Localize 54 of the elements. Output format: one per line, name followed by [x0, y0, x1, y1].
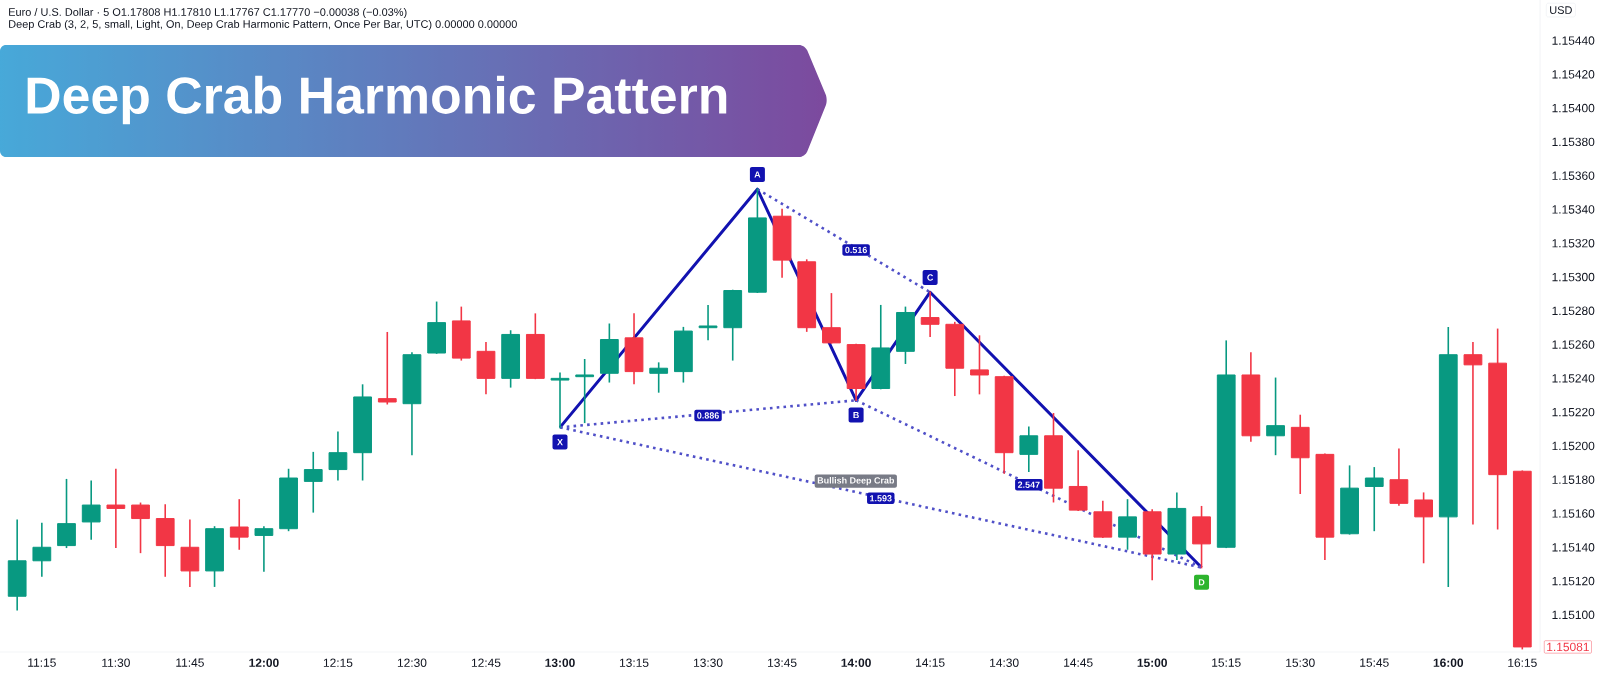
- y-tick-label: 1.15360: [1552, 171, 1595, 180]
- y-tick-label: 1.15320: [1552, 239, 1595, 248]
- x-tick-label: 14:30: [990, 658, 1019, 667]
- annotation: 0.516: [845, 246, 867, 254]
- x-tick-label: 15:45: [1360, 658, 1389, 667]
- x-tick-label: 14:45: [1064, 658, 1093, 667]
- text: Deep Crab Harmonic Pattern: [27, 75, 727, 125]
- annotation: D: [1198, 579, 1205, 586]
- y-tick-label: 1.15100: [1552, 610, 1595, 620]
- x-tick-label: 13:30: [694, 658, 723, 667]
- x-tick-label: 16:15: [1508, 658, 1537, 667]
- y-tick-label: 1.15380: [1552, 137, 1595, 147]
- y-tick-label: 1.15400: [1552, 103, 1595, 113]
- y-tick-label: 1.15140: [1552, 543, 1595, 552]
- annotation: 1.593: [870, 495, 892, 502]
- annotation: C: [927, 274, 934, 281]
- y-tick-label: 1.15120: [1552, 576, 1595, 586]
- annotation: X: [557, 438, 563, 446]
- y-axis-title: USD: [1550, 6, 1572, 14]
- y-tick-label: 1.15300: [1552, 272, 1595, 282]
- y-tick-label: 1.15420: [1552, 70, 1595, 79]
- annotation: 0.886: [697, 412, 719, 419]
- annotation: A: [754, 171, 761, 178]
- y-tick-label: 1.15160: [1552, 509, 1595, 518]
- x-tick-label: 11:45: [176, 658, 204, 667]
- x-tick-label: 15:00: [1137, 658, 1167, 667]
- x-tick-label: 13:00: [545, 658, 575, 668]
- x-tick-label: 13:45: [768, 658, 797, 667]
- annotation: Deep Crab (3, 2, 5, small, Light, On, Deep Crab Harmonic Pattern, Once Per Bar, UTC) 0.00000 0.00000: [9, 19, 517, 31]
- annotation: Euro / U.S. Dollar · 5 O1.17808 H1.17810 L1.17767 C1.17770 −0.00038 (−0.03%): [9, 7, 407, 19]
- y-tick-label: 1.15240: [1552, 374, 1595, 383]
- y-tick-label: 1.15200: [1552, 441, 1595, 451]
- annotation: 1.15081: [1547, 642, 1589, 652]
- y-tick-label: 1.15180: [1552, 475, 1595, 484]
- x-tick-label: 14:15: [916, 658, 945, 667]
- x-tick-label: 11:15: [28, 658, 56, 667]
- y-tick-label: 1.15440: [1552, 36, 1595, 45]
- y-tick-label: 1.15220: [1552, 407, 1595, 417]
- x-tick-label: 12:00: [249, 658, 279, 667]
- x-tick-label: 16:00: [1433, 658, 1464, 667]
- y-tick-label: 1.15340: [1552, 205, 1595, 214]
- x-tick-label: 12:30: [397, 658, 427, 667]
- x-tick-label: 13:15: [619, 658, 649, 667]
- x-tick-label: 14:00: [841, 658, 871, 667]
- x-tick-label: 15:30: [1286, 658, 1315, 667]
- y-tick-label: 1.15280: [1552, 306, 1595, 316]
- x-tick-label: 12:15: [323, 658, 353, 667]
- annotation: Bullish Deep Crab: [817, 477, 895, 486]
- x-tick-label: 11:30: [102, 658, 130, 667]
- x-tick-label: 12:45: [471, 658, 501, 667]
- x-tick-label: 15:15: [1212, 658, 1241, 667]
- y-tick-label: 1.15260: [1552, 340, 1595, 349]
- annotation: 2.547: [1017, 481, 1040, 488]
- annotation: B: [853, 411, 859, 419]
